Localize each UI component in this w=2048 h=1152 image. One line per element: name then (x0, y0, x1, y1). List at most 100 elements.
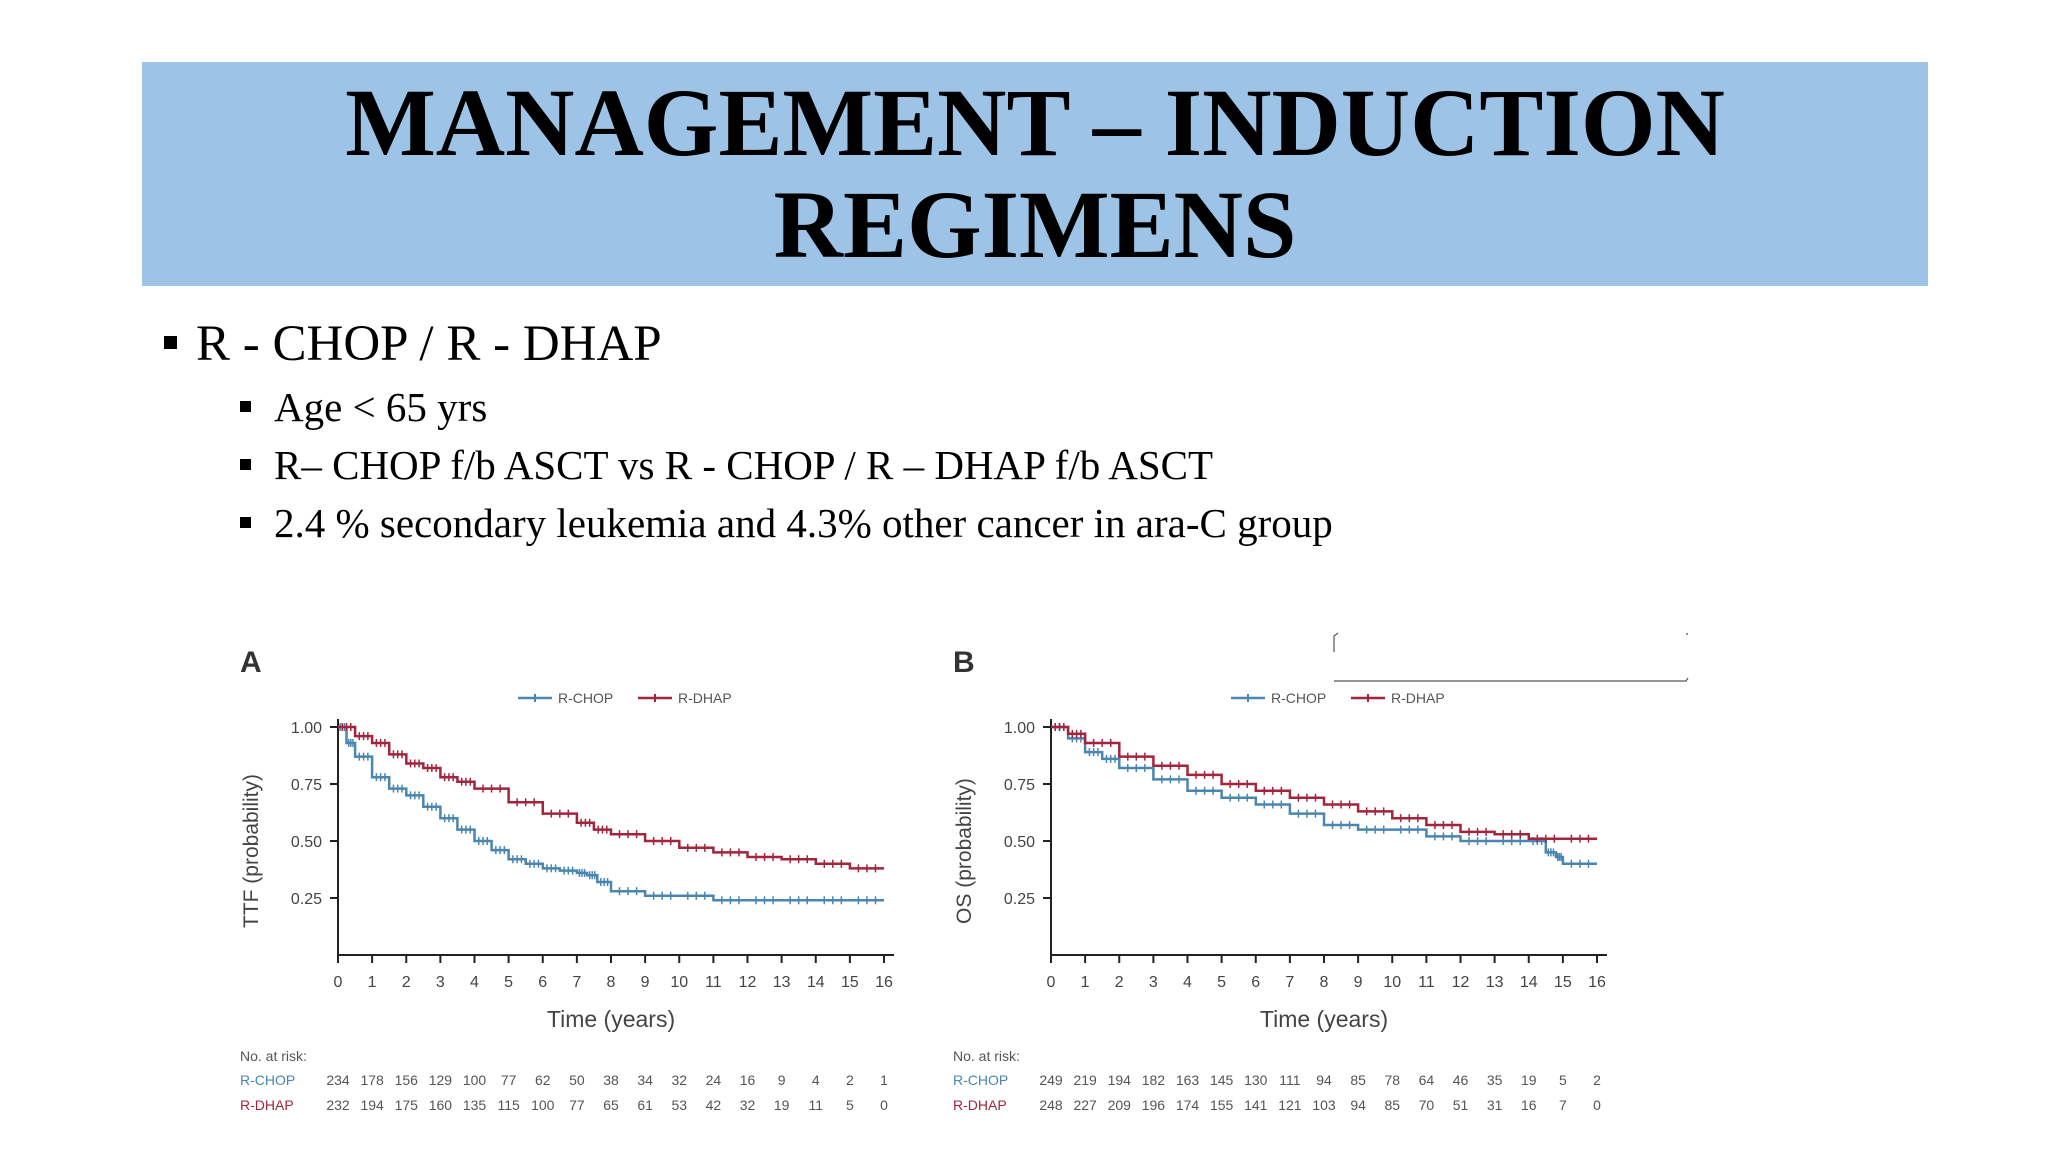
x-tick-label: 11 (1418, 974, 1435, 991)
x-axis-label: Time (years) (547, 1006, 675, 1032)
x-tick-label: 14 (1520, 974, 1538, 991)
x-tick-label: 0 (334, 974, 343, 991)
panel-letter: A (240, 646, 262, 679)
x-tick-label: 6 (1251, 974, 1260, 991)
risk-value: 194 (1108, 1072, 1132, 1088)
x-tick-label: 1 (1081, 974, 1090, 991)
risk-value: 219 (1073, 1072, 1097, 1088)
risk-value: 11 (808, 1097, 823, 1113)
risk-value: 4 (812, 1072, 820, 1088)
risk-value: 51 (1453, 1097, 1469, 1113)
legend-label: R-DHAP (678, 690, 732, 706)
x-tick-label: 6 (538, 974, 547, 991)
km-curve-r-chop (1051, 725, 1597, 866)
risk-value: 34 (637, 1072, 653, 1088)
y-tick-label: 0.25 (1004, 891, 1035, 908)
x-tick-label: 2 (1115, 974, 1124, 991)
slide-title: MANAGEMENT – INDUCTION REGIMENS (142, 72, 1928, 276)
risk-value: 24 (706, 1072, 722, 1088)
risk-value: 2 (1593, 1072, 1601, 1088)
y-axis-label: OS (probability) (953, 778, 976, 924)
x-tick-label: 10 (1383, 974, 1401, 991)
risk-value: 115 (497, 1097, 520, 1113)
risk-value: 194 (360, 1097, 384, 1113)
risk-value: 62 (535, 1072, 551, 1088)
risk-value: 16 (740, 1072, 756, 1088)
x-tick-label: 11 (705, 974, 722, 991)
risk-value: 61 (637, 1097, 653, 1113)
risk-value: 111 (1279, 1072, 1300, 1088)
risk-row-label: R-CHOP (240, 1072, 295, 1088)
risk-value: 64 (1419, 1072, 1435, 1088)
bullet-list: R - CHOP / R - DHAP Age < 65 yrs R– CHOP… (160, 312, 1333, 552)
risk-value: 129 (429, 1072, 453, 1088)
risk-value: 19 (1521, 1072, 1537, 1088)
risk-value: 182 (1142, 1072, 1166, 1088)
risk-value: 85 (1384, 1097, 1400, 1113)
x-tick-label: 1 (368, 974, 377, 991)
risk-value: 249 (1039, 1072, 1063, 1088)
x-tick-label: 13 (773, 974, 791, 991)
risk-value: 174 (1176, 1097, 1200, 1113)
km-curve-r-chop (338, 725, 884, 902)
risk-value: 141 (1244, 1097, 1268, 1113)
risk-value: 50 (569, 1072, 585, 1088)
legend-label: R-CHOP (1271, 690, 1326, 706)
main-bullet: R - CHOP / R - DHAP (160, 312, 1333, 376)
x-tick-label: 10 (670, 974, 688, 991)
risk-table-header: No. at risk: (240, 1048, 307, 1064)
x-tick-label: 14 (807, 974, 825, 991)
risk-value: 9 (778, 1072, 786, 1088)
risk-value: 234 (326, 1072, 350, 1088)
risk-value: 53 (671, 1097, 687, 1113)
risk-row-label: R-DHAP (953, 1097, 1007, 1113)
x-tick-label: 7 (1285, 974, 1294, 991)
x-axis-label: Time (years) (1260, 1006, 1388, 1032)
x-tick-label: 8 (607, 974, 616, 991)
x-tick-label: 12 (1452, 974, 1470, 991)
risk-value: 70 (1419, 1097, 1435, 1113)
risk-value: 135 (463, 1097, 487, 1113)
risk-value: 0 (880, 1097, 888, 1113)
risk-value: 38 (603, 1072, 619, 1088)
risk-value: 155 (1210, 1097, 1234, 1113)
x-tick-label: 5 (504, 974, 513, 991)
risk-value: 19 (774, 1097, 790, 1113)
risk-value: 35 (1487, 1072, 1503, 1088)
title-banner: MANAGEMENT – INDUCTION REGIMENS (142, 62, 1928, 286)
risk-value: 85 (1350, 1072, 1366, 1088)
x-tick-label: 15 (841, 974, 859, 991)
x-tick-label: 3 (436, 974, 445, 991)
risk-value: 77 (501, 1072, 517, 1088)
x-tick-label: 9 (641, 974, 650, 991)
y-tick-label: 0.75 (1004, 777, 1035, 794)
risk-value: 196 (1142, 1097, 1166, 1113)
y-tick-label: 1.00 (291, 720, 322, 737)
risk-value: 46 (1453, 1072, 1469, 1088)
risk-value: 2 (846, 1072, 854, 1088)
risk-value: 178 (360, 1072, 384, 1088)
x-tick-label: 0 (1047, 974, 1056, 991)
x-tick-label: 16 (875, 974, 893, 991)
risk-value: 156 (395, 1072, 419, 1088)
x-tick-label: 12 (739, 974, 757, 991)
x-tick-label: 2 (402, 974, 411, 991)
risk-value: 94 (1350, 1097, 1366, 1113)
km-curve-r-dhap (1051, 725, 1597, 840)
risk-value: 5 (846, 1097, 854, 1113)
risk-value: 31 (1487, 1097, 1503, 1113)
slide-title-line1: MANAGEMENT – INDUCTION (345, 69, 1725, 176)
x-tick-label: 7 (572, 974, 581, 991)
x-tick-label: 8 (1320, 974, 1329, 991)
risk-value: 32 (740, 1097, 756, 1113)
x-tick-label: 16 (1588, 974, 1606, 991)
x-tick-label: 9 (1354, 974, 1363, 991)
legend-label: R-CHOP (558, 690, 613, 706)
risk-value: 1 (880, 1072, 888, 1088)
risk-value: 0 (1593, 1097, 1601, 1113)
risk-value: 232 (326, 1097, 350, 1113)
risk-value: 100 (463, 1072, 487, 1088)
risk-value: 160 (429, 1097, 453, 1113)
risk-value: 227 (1073, 1097, 1097, 1113)
